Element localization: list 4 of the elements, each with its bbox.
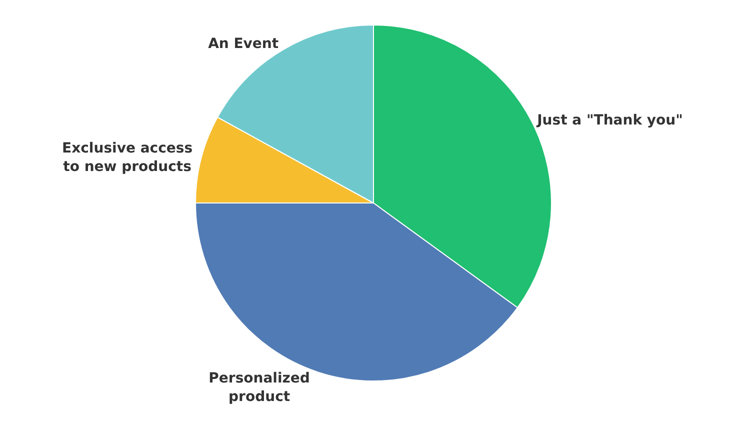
slice-label: Personalized product	[208, 370, 310, 405]
slice-label: Just a "Thank you"	[536, 112, 683, 129]
slice-label: Exclusive access to new products	[62, 140, 193, 175]
slice-label: An Event	[208, 36, 279, 52]
